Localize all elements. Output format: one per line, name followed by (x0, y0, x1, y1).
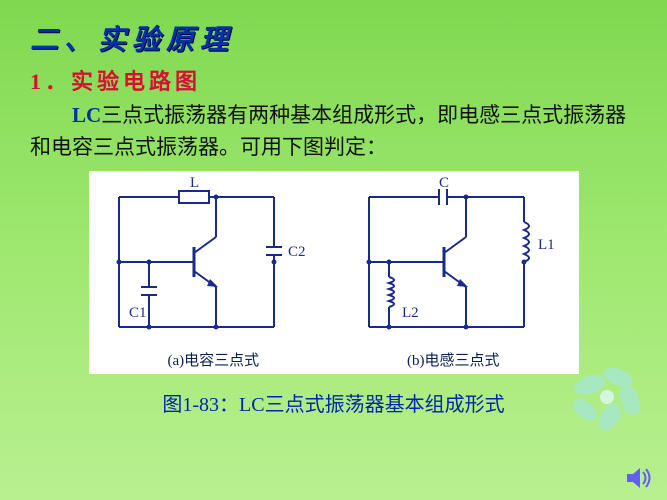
circuit-left: L C2 (116, 177, 305, 330)
label-L1: L1 (538, 237, 555, 253)
diagram-captions: (a)电容三点式 (b)电感三点式 (94, 349, 574, 370)
label-L-left: L (190, 177, 199, 191)
label-C1: C1 (129, 305, 147, 321)
caption-b: (b)电感三点式 (407, 349, 500, 370)
lc-oscillator-diagram: L C2 (94, 177, 564, 342)
body-rest: 三点式振荡器有两种基本组成形式，即电感三点式振荡器和电容三点式振荡器。可用下图判… (30, 103, 626, 159)
caption-a: (a)电容三点式 (167, 349, 259, 370)
emphasis-lc: LC (72, 103, 101, 127)
figure-caption: 图1-83：LC三点式振荡器基本组成形式 (30, 388, 637, 417)
circuit-diagram-panel: L C2 (89, 171, 579, 374)
section-heading: 二、实验原理 (30, 18, 637, 58)
label-L2: L2 (402, 305, 419, 321)
label-C2: C2 (288, 244, 306, 260)
flower-decoration-icon (560, 355, 655, 440)
circuit-right: C L1 L2 (366, 177, 554, 330)
sound-icon[interactable] (625, 466, 653, 490)
body-paragraph: LC三点式振荡器有两种基本组成形式，即电感三点式振荡器和电容三点式振荡器。可用下… (30, 100, 637, 163)
label-C-right: C (439, 177, 449, 191)
subheading: 1．实验电路图 (30, 64, 637, 96)
